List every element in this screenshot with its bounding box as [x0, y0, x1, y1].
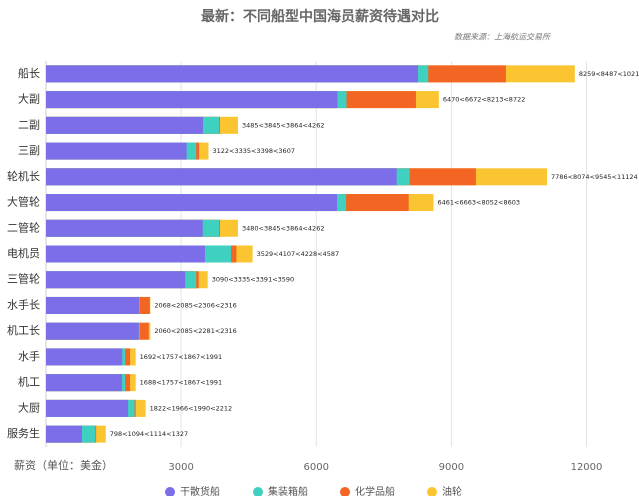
bar: [46, 322, 139, 340]
legend-label: 干散货船: [180, 485, 220, 496]
data-label: 6470<6672<8213<8722: [443, 96, 526, 104]
y-tick-label: 二副: [18, 118, 40, 131]
data-label: 3480<3845<3864<4262: [242, 224, 325, 232]
data-label: 8259<8487<10211<11741: [579, 70, 639, 78]
data-label: 3485<3845<3864<4262: [242, 121, 325, 129]
data-label: 1692<1757<1867<1991: [140, 353, 223, 361]
bar: [46, 399, 129, 417]
bar: [46, 91, 338, 109]
bar: [46, 219, 203, 237]
bar: [46, 425, 82, 443]
data-label: 3122<3335<3398<3607: [212, 147, 295, 155]
y-tick-label: 大管轮: [7, 195, 40, 209]
y-tick-label: 服务生: [7, 426, 40, 440]
data-label: 2060<2085<2281<2316: [154, 327, 237, 335]
y-tick-label: 大厨: [18, 400, 40, 414]
y-tick-label: 轮机长: [7, 169, 40, 183]
legend-swatch: [165, 487, 175, 496]
legend-swatch: [427, 487, 437, 496]
bar: [46, 142, 187, 160]
bar: [46, 245, 205, 263]
bar: [46, 348, 123, 366]
legend-swatch: [340, 487, 350, 496]
y-tick-label: 机工长: [7, 323, 40, 337]
x-tick-label: 3000: [168, 462, 193, 473]
y-tick-label: 大副: [18, 92, 40, 106]
data-label: 7786<8074<9545<11124: [551, 173, 638, 181]
legend-swatch: [253, 487, 263, 496]
x-tick-label: 9000: [439, 462, 464, 473]
chart-title: 最新：不同船型中国海员薪资待遇对比: [201, 8, 439, 25]
bar: [46, 296, 140, 314]
y-tick-label: 机工: [18, 375, 40, 389]
bar: [46, 271, 186, 289]
y-tick-label: 水手: [18, 349, 40, 363]
y-tick-label: 二管轮: [7, 220, 40, 234]
y-tick-label: 船长: [18, 66, 40, 80]
bar: [46, 168, 397, 186]
bar: [46, 116, 203, 134]
data-label: 3529<4107<4228<4587: [257, 250, 340, 258]
x-axis-label: 薪资（单位：美金）: [14, 458, 113, 472]
y-tick-label: 三副: [18, 144, 40, 157]
data-label: 3090<3335<3391<3590: [212, 276, 295, 284]
y-tick-label: 电机员: [7, 246, 40, 260]
legend-label: 集装箱船: [268, 485, 308, 496]
bar: [46, 65, 418, 83]
bar: [46, 194, 338, 212]
data-label: 6461<6663<8052<8603: [437, 199, 520, 207]
y-tick-label: 三管轮: [7, 272, 40, 286]
data-label: 1822<1966<1990<2212: [150, 404, 233, 412]
data-label: 798<1094<1114<1327: [110, 430, 188, 438]
bar: [46, 374, 123, 392]
chart-subtitle: 数据来源：上海航运交易所: [454, 33, 552, 42]
x-tick-label: 12000: [571, 462, 603, 473]
x-tick-label: 6000: [304, 462, 329, 473]
data-label: 1688<1757<1867<1991: [140, 379, 223, 387]
legend-label: 化学品船: [355, 485, 395, 496]
y-tick-label: 水手长: [7, 297, 40, 311]
legend-label: 油轮: [442, 485, 462, 496]
data-label: 2068<2085<2306<2316: [154, 301, 237, 309]
